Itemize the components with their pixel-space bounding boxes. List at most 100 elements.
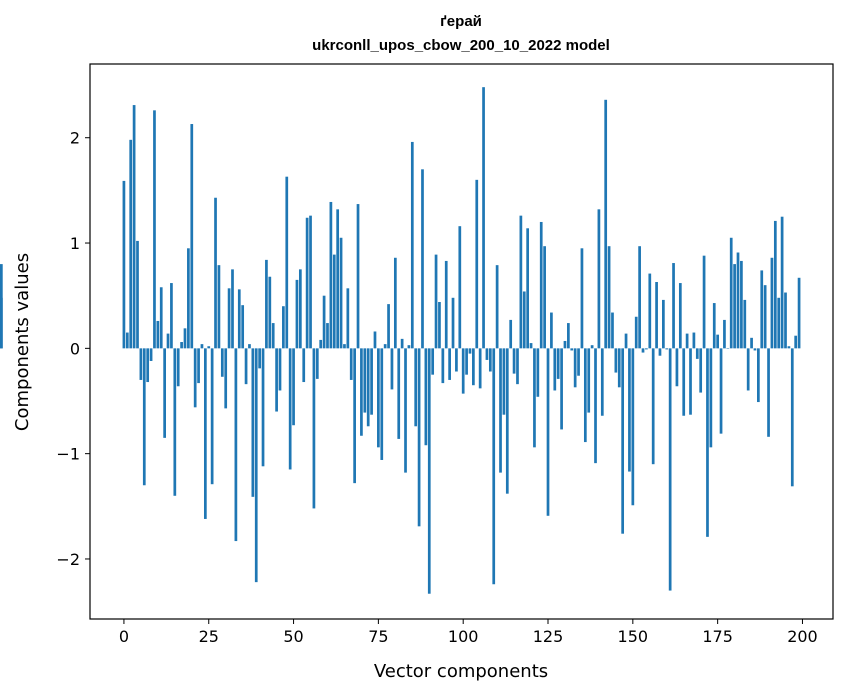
y-tick-label: 2 <box>70 129 80 148</box>
plot-frame <box>89 63 834 620</box>
bar <box>580 248 584 349</box>
bar <box>770 257 774 349</box>
bar <box>539 221 543 349</box>
bar <box>288 348 292 470</box>
bar <box>590 345 594 349</box>
bar <box>292 348 295 426</box>
bar <box>733 264 736 349</box>
bar <box>743 299 747 349</box>
x-tick-label: 175 <box>702 627 733 646</box>
bar <box>641 348 645 353</box>
bar <box>628 348 631 472</box>
bar <box>417 348 421 527</box>
bar <box>187 248 190 349</box>
bar <box>156 320 160 349</box>
x-tick-label: 150 <box>618 627 649 646</box>
bar <box>431 348 435 375</box>
bar <box>468 348 472 354</box>
bar <box>695 348 699 359</box>
bar <box>658 348 662 356</box>
bar <box>516 348 519 385</box>
bar <box>757 348 760 403</box>
bar <box>373 331 377 349</box>
bar <box>319 339 323 349</box>
x-tick-label: 125 <box>533 627 564 646</box>
y-tick-label: −2 <box>56 550 80 569</box>
bar <box>529 343 533 349</box>
bar <box>170 283 173 349</box>
bar <box>125 332 129 349</box>
bar <box>237 289 241 349</box>
x-axis-ticks: 0 25 50 75 100 125 150 175 200 <box>119 619 818 646</box>
bar <box>634 316 638 349</box>
bar <box>315 348 319 379</box>
bar <box>780 216 784 349</box>
x-tick-label: 100 <box>448 627 479 646</box>
bar <box>410 141 414 349</box>
bar <box>217 265 221 349</box>
bar <box>298 269 302 349</box>
bar <box>729 237 733 349</box>
bar <box>336 209 340 349</box>
bar <box>651 348 655 465</box>
bar <box>146 348 150 383</box>
bar <box>234 348 238 542</box>
bar <box>427 348 431 594</box>
bar <box>224 348 228 409</box>
bar <box>678 283 682 349</box>
bar <box>740 260 743 349</box>
bar <box>407 345 411 349</box>
bar <box>210 348 214 485</box>
bar <box>587 348 591 413</box>
bar <box>570 348 574 351</box>
bar <box>668 348 672 591</box>
bar <box>662 299 665 349</box>
bar <box>655 281 658 349</box>
bar <box>706 348 709 537</box>
bar <box>583 348 587 443</box>
bar <box>787 346 791 349</box>
bar <box>265 259 268 349</box>
bar <box>611 312 614 349</box>
bar <box>645 348 648 350</box>
bar <box>251 348 255 497</box>
y-tick-label: −1 <box>56 445 80 464</box>
bar <box>719 348 723 434</box>
bar <box>332 254 336 349</box>
bar <box>295 279 299 349</box>
bar <box>458 226 462 349</box>
bar <box>621 348 625 534</box>
bar <box>380 348 384 460</box>
bar <box>200 344 204 349</box>
bar <box>790 348 794 487</box>
bar <box>505 348 509 494</box>
bar <box>726 348 730 349</box>
bar <box>563 340 567 349</box>
bar <box>750 337 753 349</box>
bar <box>326 323 329 349</box>
bar <box>139 348 143 380</box>
bar <box>190 124 194 349</box>
bar <box>597 209 601 349</box>
bar <box>363 348 367 413</box>
bar <box>153 110 156 349</box>
bar <box>176 348 180 387</box>
bar <box>736 252 740 349</box>
bar <box>594 348 597 464</box>
bar <box>533 348 536 448</box>
bar <box>258 348 261 369</box>
bar <box>553 348 557 391</box>
x-tick-label: 25 <box>199 627 219 646</box>
x-tick-label: 75 <box>368 627 388 646</box>
x-tick-label: 200 <box>787 627 818 646</box>
bar <box>387 304 390 349</box>
bar <box>492 348 496 585</box>
bar <box>638 246 641 349</box>
bar <box>499 348 502 473</box>
y-tick-label: 0 <box>70 339 80 358</box>
bar <box>248 344 251 349</box>
bar <box>275 348 278 412</box>
bar <box>692 332 696 349</box>
bar <box>624 333 628 349</box>
bar <box>282 306 285 349</box>
